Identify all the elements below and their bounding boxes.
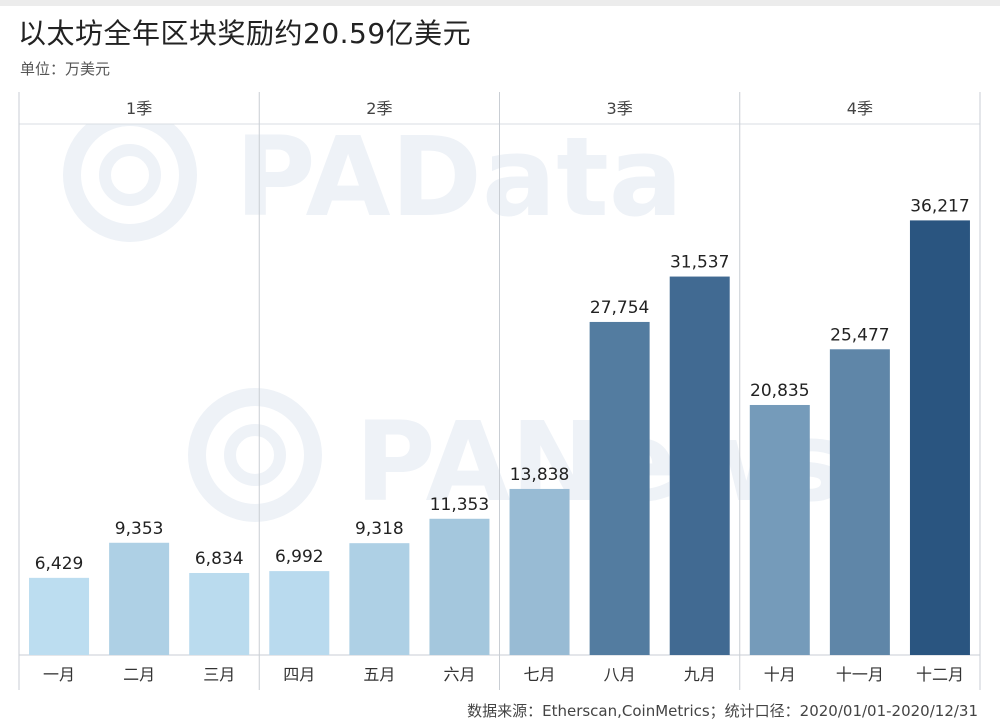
bar (269, 571, 330, 655)
quarter-header-label: 3季 (607, 99, 633, 118)
x-tick-label: 十月 (764, 665, 796, 684)
unit-label: 单位：万美元 (20, 60, 111, 78)
x-tick-label: 六月 (443, 665, 475, 684)
bar-value-label: 9,318 (355, 519, 404, 539)
watermark-logo-icon (188, 388, 322, 522)
bar-value-label: 13,838 (510, 465, 569, 485)
x-tick-label: 五月 (363, 665, 395, 684)
chart-frame (18, 92, 981, 690)
quarter-header-label: 4季 (847, 99, 873, 118)
bar (429, 518, 490, 655)
quarter-header-label: 2季 (366, 99, 392, 118)
bar (829, 349, 890, 655)
bar-value-label: 36,217 (910, 196, 969, 216)
x-tick-label: 四月 (283, 665, 315, 684)
value-labels: 6,429 9,353 6,834 6,992 9,318 11,353 13,838 27,… (35, 196, 970, 573)
x-tick-label: 九月 (684, 665, 716, 684)
x-tick-label: 十二月 (916, 665, 964, 684)
bar (29, 577, 90, 655)
bar (109, 542, 170, 655)
bars (29, 220, 970, 655)
x-tick-label: 一月 (43, 665, 75, 684)
bar-value-label: 20,835 (750, 381, 809, 401)
quarter-header-label: 1季 (126, 99, 152, 118)
bar (749, 404, 810, 655)
bar (669, 276, 730, 655)
bar-value-label: 9,353 (115, 519, 164, 539)
watermark-logo-icon (63, 108, 197, 242)
chart-title: 以太坊全年区块奖励约20.59亿美元 (18, 17, 472, 50)
bar (909, 220, 970, 655)
bar-value-label: 6,429 (35, 554, 84, 574)
x-tick-label: 七月 (524, 665, 556, 684)
quarter-headers: 1季 2季 3季 4季 (126, 99, 873, 118)
top-bar (0, 0, 1000, 6)
bar-value-label: 6,992 (275, 547, 324, 567)
watermark-text: PAData (235, 113, 683, 241)
x-tick-label: 八月 (604, 665, 636, 684)
bar-value-label: 6,834 (195, 549, 244, 569)
bar (189, 572, 250, 655)
x-tick-label: 二月 (123, 665, 155, 684)
bar-value-label: 11,353 (430, 495, 489, 515)
x-axis-labels: 一月 二月 三月 四月 五月 六月 七月 八月 九月 十月 十一月 十二月 (43, 665, 964, 684)
bar-value-label: 31,537 (670, 253, 729, 273)
bar (589, 321, 650, 655)
bar (509, 488, 570, 655)
bar-value-label: 27,754 (590, 298, 649, 318)
x-tick-label: 十一月 (836, 665, 884, 684)
bar (349, 543, 410, 655)
x-tick-label: 三月 (203, 665, 235, 684)
source-note: 数据来源：Etherscan,CoinMetrics；统计口径：2020/01/… (467, 702, 978, 720)
bar-value-label: 25,477 (830, 325, 889, 345)
